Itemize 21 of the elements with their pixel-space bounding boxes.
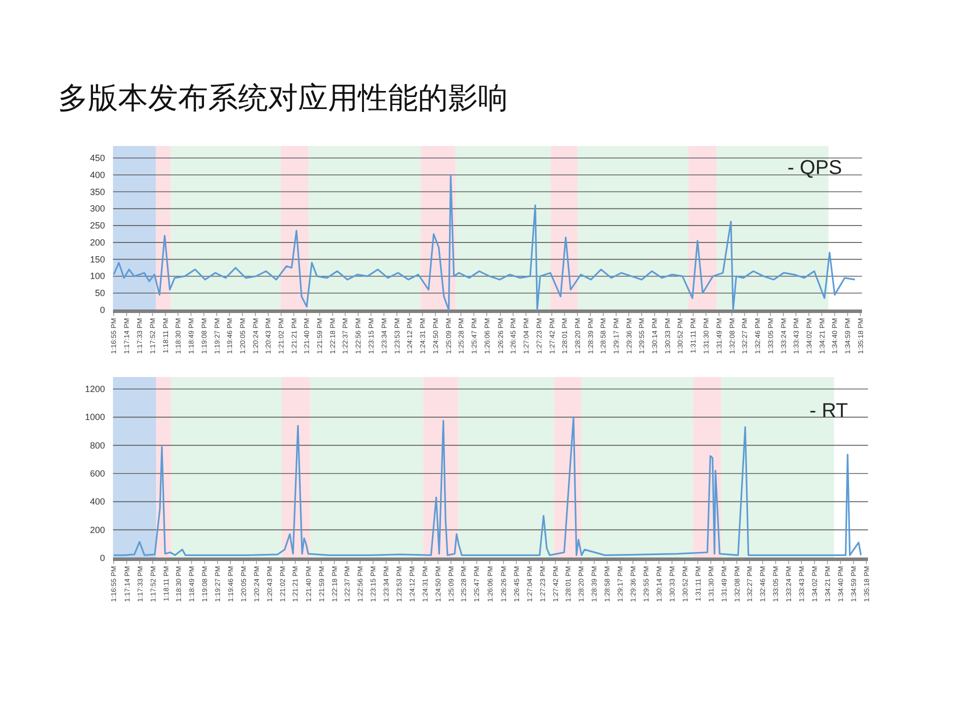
y-tick-label: 250 <box>90 220 105 231</box>
y-tick-label: 200 <box>90 237 105 248</box>
line-series <box>112 416 862 556</box>
y-tick-label: 1200 <box>84 384 105 394</box>
y-tick-label: 350 <box>90 186 105 197</box>
y-tick-label: 600 <box>90 468 105 478</box>
y-tick-label: 450 <box>90 153 105 163</box>
y-tick-label: 300 <box>90 204 105 214</box>
y-tick-label: 150 <box>90 254 105 264</box>
y-tick-label: 0 <box>100 305 105 315</box>
annotation: - QPS <box>788 157 842 179</box>
annotation: - RT <box>809 400 848 422</box>
y-tick-label: 0 <box>100 553 105 563</box>
y-tick-label: 400 <box>90 496 105 507</box>
y-tick-label: 200 <box>90 524 105 535</box>
y-tick-label: 50 <box>94 288 105 298</box>
chart-title: 多版本发布系统对应用性能的影响 <box>58 82 508 115</box>
y-tick-label: 100 <box>90 271 105 282</box>
y-tick-label: 400 <box>90 170 105 180</box>
y-tick-label: 1000 <box>84 412 105 422</box>
y-tick-label: 800 <box>90 440 105 450</box>
